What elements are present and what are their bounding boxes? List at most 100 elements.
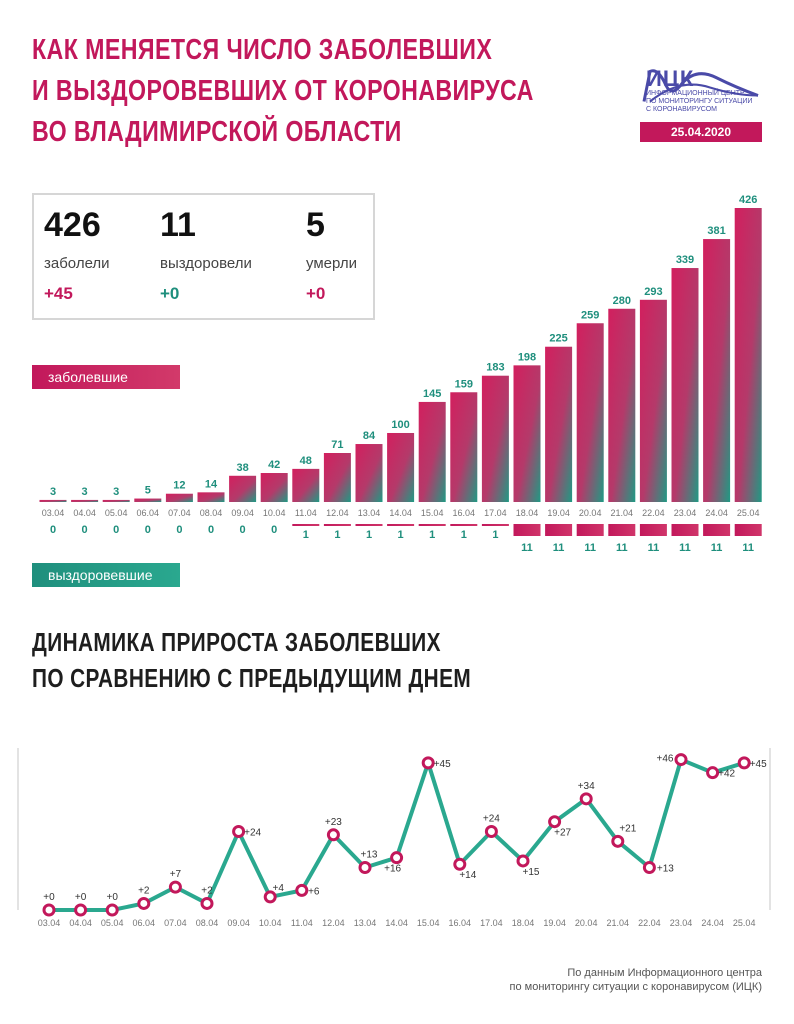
logo-subtitle-line-1: ИНФОРМАЦИОННЫЙ ЦЕНТР [646,90,745,97]
bar-date-label: 19.04 [547,508,570,518]
recovered-value: 11 [553,542,565,554]
recovered-value: 11 [584,542,596,554]
line-date-label: 10.04 [259,918,282,928]
increase-point-label: +13 [657,863,674,874]
recovered-value: 1 [303,529,309,541]
increase-section-title: ДИНАМИКА ПРИРОСТА ЗАБОЛЕВШИХ ПО СРАВНЕНИ… [32,624,480,696]
increase-point [295,883,309,897]
line-date-label: 17.04 [480,918,503,928]
increase-point-label: +14 [459,870,476,881]
increase-point-label: +7 [170,869,182,880]
case-bar [292,468,320,502]
case-bar [450,392,478,502]
increase-point [200,896,214,910]
line-date-label: 25.04 [733,918,756,928]
recovered-value: 1 [398,529,404,541]
recovered-bar [513,524,541,536]
line-date-label: 15.04 [417,918,440,928]
increase-point [74,903,88,917]
increase-point [105,903,119,917]
increase-point [706,766,720,780]
recovered-value: 11 [742,542,754,554]
recovered-value: 0 [82,524,88,536]
case-bar-value: 159 [455,378,473,390]
bar-date-label: 07.04 [168,508,191,518]
case-bar [71,499,99,502]
case-bar [481,375,509,502]
case-bar [229,475,257,502]
bar-date-label: 10.04 [263,508,286,518]
bar-date-label: 06.04 [137,508,160,518]
recovered-value: 11 [711,542,723,554]
main-title-line-3: ВО ВЛАДИМИРСКОЙ ОБЛАСТИ [32,116,402,148]
increase-point [674,753,688,767]
bar-date-label: 04.04 [73,508,96,518]
increase-title-line-2: ПО СРАВНЕНИЮ С ПРЕДЫДУЩИМ ДНЕМ [32,663,472,693]
bar-date-label: 20.04 [579,508,602,518]
increase-point-label: +15 [523,867,540,878]
line-date-label: 09.04 [227,918,250,928]
increase-point [642,860,656,874]
bar-date-label: 18.04 [516,508,539,518]
line-date-label: 07.04 [164,918,187,928]
case-bar-value: 12 [173,480,185,492]
case-bar [639,299,667,502]
increase-point-label: +46 [657,754,674,765]
recovered-value: 0 [240,524,246,536]
case-bar-value: 3 [50,486,56,498]
increase-point-label: +23 [325,817,342,828]
bar-date-label: 23.04 [674,508,697,518]
recovered-value: 0 [208,524,214,536]
recovered-value: 11 [648,542,660,554]
bar-date-label: 17.04 [484,508,507,518]
line-date-label: 11.04 [291,918,313,928]
logo-subtitle-line-3: С КОРОНАВИРУСОМ [646,106,717,113]
recovered-bar [639,524,667,536]
stat-cases-value: 426 [44,206,101,244]
case-bar-value: 183 [486,362,504,374]
increase-point-label: +27 [554,828,571,839]
increase-point [611,834,625,848]
increase-point [137,896,151,910]
footnote-line-1: По данным Информационного центра [567,967,762,979]
increase-point-label: +0 [106,892,118,903]
increase-point-label: +0 [75,892,87,903]
case-bar [102,499,130,502]
recovered-value: 11 [679,542,691,554]
case-bar-value: 145 [423,388,441,400]
case-bar-value: 339 [676,254,694,266]
case-bar [671,268,699,502]
main-title-line-1: КАК МЕНЯЕТСЯ ЧИСЛО ЗАБОЛЕВШИХ [32,34,493,66]
case-bar-value: 381 [707,225,725,237]
footnote-line-2: по мониторингу ситуации с коронавирусом … [509,981,762,993]
increase-point-label: +21 [619,823,636,834]
increase-point [737,756,751,770]
increase-point-label: +24 [483,814,500,825]
recovered-bar [387,524,415,526]
case-bar [197,492,225,502]
bar-date-label: 12.04 [326,508,349,518]
legend-cases: заболевшие [32,365,180,389]
case-bar [355,444,383,502]
recovered-bar [671,524,699,536]
recovered-bar [608,524,636,536]
case-bar-value: 426 [739,194,757,206]
line-date-label: 08.04 [196,918,219,928]
increase-point-label: +16 [384,864,401,875]
case-bar-value: 225 [549,333,567,345]
case-bar [703,239,731,502]
case-bar [323,453,351,502]
case-bar [513,365,541,502]
main-title: КАК МЕНЯЕТСЯ ЧИСЛО ЗАБОЛЕВШИХ И ВЫЗДОРОВ… [32,30,533,153]
case-bar-value: 280 [613,295,631,307]
case-bar [608,308,636,502]
line-date-label: 13.04 [354,918,377,928]
line-date-label: 04.04 [69,918,92,928]
stat-cases-delta: +45 [44,284,73,303]
line-date-label: 18.04 [512,918,535,928]
increase-series-line [49,757,745,912]
case-bar [260,473,288,502]
increase-point-label: +2 [201,885,213,896]
recovered-value: 0 [50,524,56,536]
